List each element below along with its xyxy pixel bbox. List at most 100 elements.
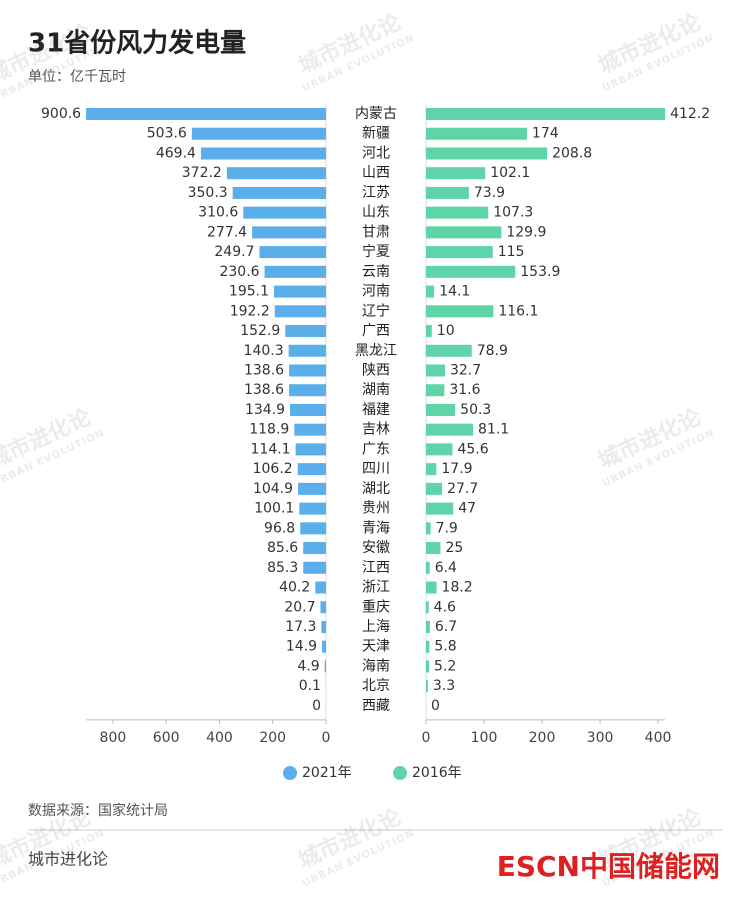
data-label: 102.1 [490,165,530,181]
data-label: 85.6 [267,540,298,556]
category-label: 四川 [362,461,390,477]
data-label: 0 [312,698,321,714]
bar [426,384,445,397]
logo: ESCN中国储能网 [497,850,720,883]
data-label: 350.3 [188,185,228,201]
bar [285,325,326,338]
data-label: 114.1 [251,441,291,457]
data-label: 6.7 [435,619,457,635]
bar [259,246,326,259]
bar [426,285,435,298]
data-label: 78.9 [477,343,508,359]
bar [426,147,548,160]
bar [426,403,456,416]
category-label: 江苏 [362,185,390,201]
bar [299,502,326,515]
data-label: 372.2 [182,165,222,181]
bar [426,502,454,515]
data-label: 0.1 [299,678,321,694]
bar [315,581,326,594]
data-label: 104.9 [253,481,293,497]
bar [426,186,469,199]
bar [426,581,437,594]
data-label: 118.9 [249,422,289,438]
data-label: 138.6 [244,382,284,398]
data-label: 4.9 [297,658,319,674]
legend-swatch [393,766,407,780]
bar [274,285,326,298]
bar [426,246,493,259]
bar [426,167,486,180]
data-label: 503.6 [147,126,187,142]
bar [289,364,326,377]
data-label: 50.3 [460,402,491,418]
bar [426,522,431,535]
x-tick-label: 100 [471,730,498,746]
bar [426,108,666,120]
data-label: 18.2 [442,580,473,596]
data-label: 6.4 [435,560,457,576]
data-label: 25 [446,540,464,556]
bar [297,463,326,476]
data-label: 27.7 [447,481,478,497]
bar [324,660,326,673]
data-label: 116.1 [498,303,538,319]
category-label: 青海 [362,520,390,536]
bar [426,423,474,436]
legend-label: 2016年 [412,765,462,781]
category-label: 河北 [362,145,390,161]
bar [243,206,326,219]
category-label: 江西 [362,560,390,576]
category-label: 广东 [362,441,390,457]
bar [426,463,437,476]
data-label: 7.9 [436,520,458,536]
bar [426,601,429,614]
legend-swatch [283,766,297,780]
data-label: 249.7 [214,244,254,260]
bar [426,265,516,278]
category-label: 福建 [362,402,390,418]
bar [426,344,472,357]
category-label: 甘肃 [362,224,390,240]
bar [303,561,326,574]
bar [426,620,430,633]
bar [322,640,326,653]
data-label: 5.2 [434,658,456,674]
x-tick-label: 800 [100,730,127,746]
bar [426,640,430,653]
category-label: 广西 [362,323,390,339]
bar [321,620,326,633]
bar [290,403,326,416]
legend-label: 2021年 [302,765,352,781]
bar [426,680,428,693]
category-label: 山东 [362,205,390,221]
footer-brand: 城市进化论 [28,850,108,869]
data-label: 192.2 [230,303,270,319]
bar [426,482,443,495]
x-tick-label: 200 [259,730,286,746]
category-label: 黑龙江 [355,343,397,359]
bar [294,423,326,436]
data-label: 45.6 [457,441,488,457]
data-label: 412.2 [670,106,710,122]
category-label: 陕西 [362,362,390,378]
category-label: 河南 [362,284,390,300]
data-label: 208.8 [552,145,592,161]
x-tick-label: 400 [645,730,672,746]
chart-title: 31省份风力发电量 [28,28,246,59]
data-label: 153.9 [520,264,560,280]
category-label: 湖南 [362,382,390,398]
bar [426,660,430,673]
category-label: 山西 [362,165,390,181]
category-label: 新疆 [362,126,390,142]
bar [288,344,326,357]
data-label: 10 [437,323,455,339]
data-label: 14.9 [286,639,317,655]
bar [426,542,441,555]
category-label: 吉林 [362,422,390,438]
chart-subtitle: 单位：亿千瓦时 [28,69,126,85]
